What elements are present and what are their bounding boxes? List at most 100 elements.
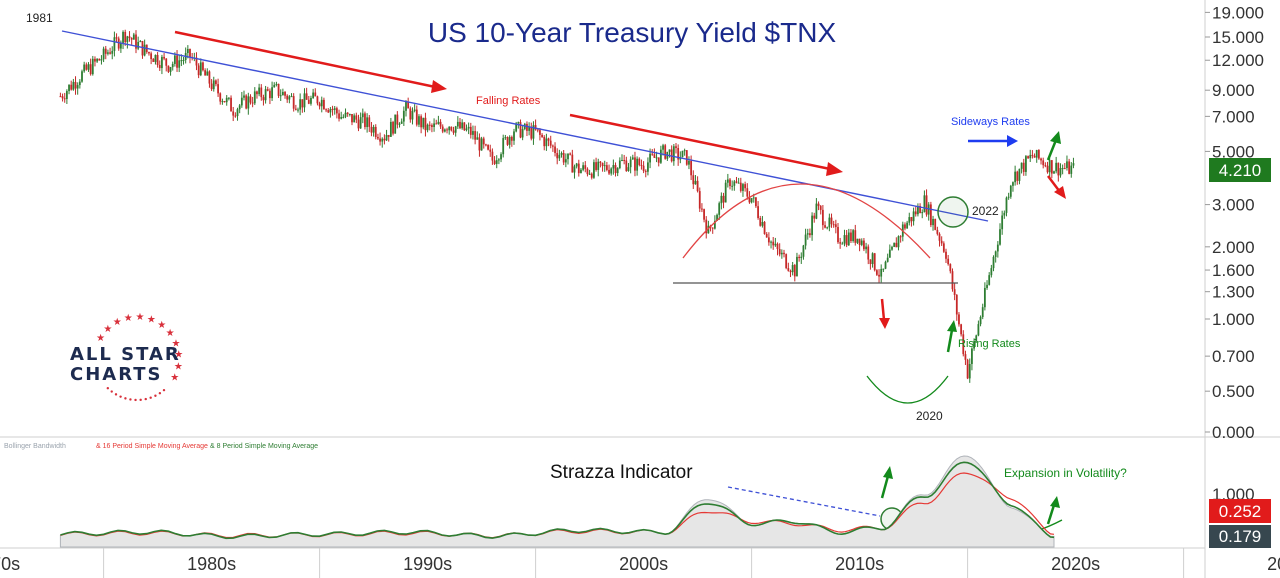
candle-body: [703, 209, 705, 220]
candle-body: [264, 89, 267, 101]
candle-body: [955, 294, 958, 315]
brand-star-icon: ★: [170, 372, 179, 383]
candle-body: [290, 96, 293, 98]
expansion-up-arrow: [1046, 496, 1060, 525]
candle-body: [271, 87, 273, 99]
candle-body: [456, 121, 459, 127]
candle-body: [1031, 154, 1034, 156]
candle-body: [886, 257, 889, 262]
candle-body: [701, 208, 703, 210]
candle-body: [392, 121, 394, 134]
candle-body: [441, 126, 444, 132]
y-tick-label: 2.000: [1212, 238, 1255, 257]
candle-body: [588, 173, 591, 175]
y-tick-label: 1.000: [1212, 310, 1255, 329]
candle-body: [586, 168, 589, 175]
candle-body: [217, 84, 219, 94]
candle-body: [914, 211, 917, 215]
sideways-rates-label: Sideways Rates: [951, 116, 1030, 128]
candle-body: [320, 99, 323, 107]
candle-body: [389, 121, 392, 137]
candle-body: [629, 159, 632, 168]
candle-body: [288, 96, 291, 100]
candle-body: [461, 122, 464, 129]
candle-body: [962, 334, 965, 355]
candle-body: [148, 52, 150, 54]
candle-body: [938, 233, 941, 241]
candle-body: [724, 182, 727, 203]
candle-body: [757, 206, 759, 219]
candle-body: [698, 191, 701, 209]
candle-body: [223, 101, 226, 103]
candle-body: [489, 149, 492, 152]
candle-body: [888, 249, 891, 258]
candle-body: [647, 162, 649, 172]
candle-body: [424, 117, 427, 131]
candle-body: [61, 96, 64, 99]
candle-body: [742, 184, 744, 191]
candle-body: [176, 55, 178, 68]
candle-body: [256, 91, 258, 95]
candle-body: [83, 64, 86, 72]
candle-body: [558, 154, 561, 159]
candle-body: [912, 211, 915, 222]
candle-body: [940, 240, 943, 244]
rising-arrow: [946, 320, 957, 353]
candle-body: [813, 215, 816, 219]
candle-body: [269, 90, 271, 99]
candle-body: [683, 150, 686, 152]
x-tick-label: 1990s: [403, 554, 452, 574]
candle-body: [729, 179, 731, 187]
bottom-arc: [866, 375, 949, 404]
candle-body: [1016, 171, 1019, 181]
candle-body: [186, 48, 189, 54]
candle-body: [884, 261, 887, 269]
brand-dot: [119, 395, 122, 398]
candle-body: [130, 37, 133, 40]
candle-body: [411, 110, 414, 120]
candle-body: [806, 233, 809, 235]
candle-body: [150, 53, 153, 60]
candle-body: [1040, 158, 1042, 161]
candle-body: [171, 63, 174, 68]
candle-body: [1072, 163, 1075, 166]
candle-body: [305, 93, 308, 100]
indicator-last-dark: 0.179: [1209, 525, 1271, 548]
candle-body: [958, 314, 960, 325]
candle-body: [167, 65, 170, 72]
candle-body: [841, 243, 844, 245]
candle-body: [815, 203, 818, 219]
candle-body: [72, 81, 75, 90]
candle-body: [394, 114, 397, 134]
candle-body: [208, 71, 211, 84]
candle-body: [865, 246, 867, 250]
candle-body: [385, 135, 388, 141]
last-value-badge: 4.210: [1209, 158, 1271, 182]
candle-body: [413, 109, 416, 111]
candle-body: [344, 112, 347, 117]
candle-body: [448, 126, 451, 131]
candle-body: [366, 117, 369, 128]
candle-body: [342, 116, 345, 118]
candle-body: [672, 146, 675, 162]
candle-body: [318, 103, 321, 107]
y-tick-label: 5.000: [1212, 142, 1255, 161]
candle-body: [707, 225, 710, 234]
breakout-year-label: 2022: [972, 204, 999, 218]
candle-body: [415, 109, 418, 125]
candle-body: [469, 126, 472, 135]
candle-body: [122, 31, 124, 43]
candle-body: [1063, 168, 1066, 170]
candle-body: [173, 55, 176, 64]
candle-body: [798, 256, 801, 259]
candle-body: [772, 241, 775, 246]
candle-body: [796, 256, 798, 277]
candle-body: [266, 89, 269, 91]
candle-body: [750, 198, 753, 203]
brand-star-icon: ★: [135, 312, 144, 323]
candle-body: [664, 145, 667, 159]
candle-body: [992, 256, 995, 269]
indicator-title: Strazza Indicator: [550, 462, 693, 483]
candle-body: [219, 93, 222, 102]
candle-body: [789, 270, 792, 273]
